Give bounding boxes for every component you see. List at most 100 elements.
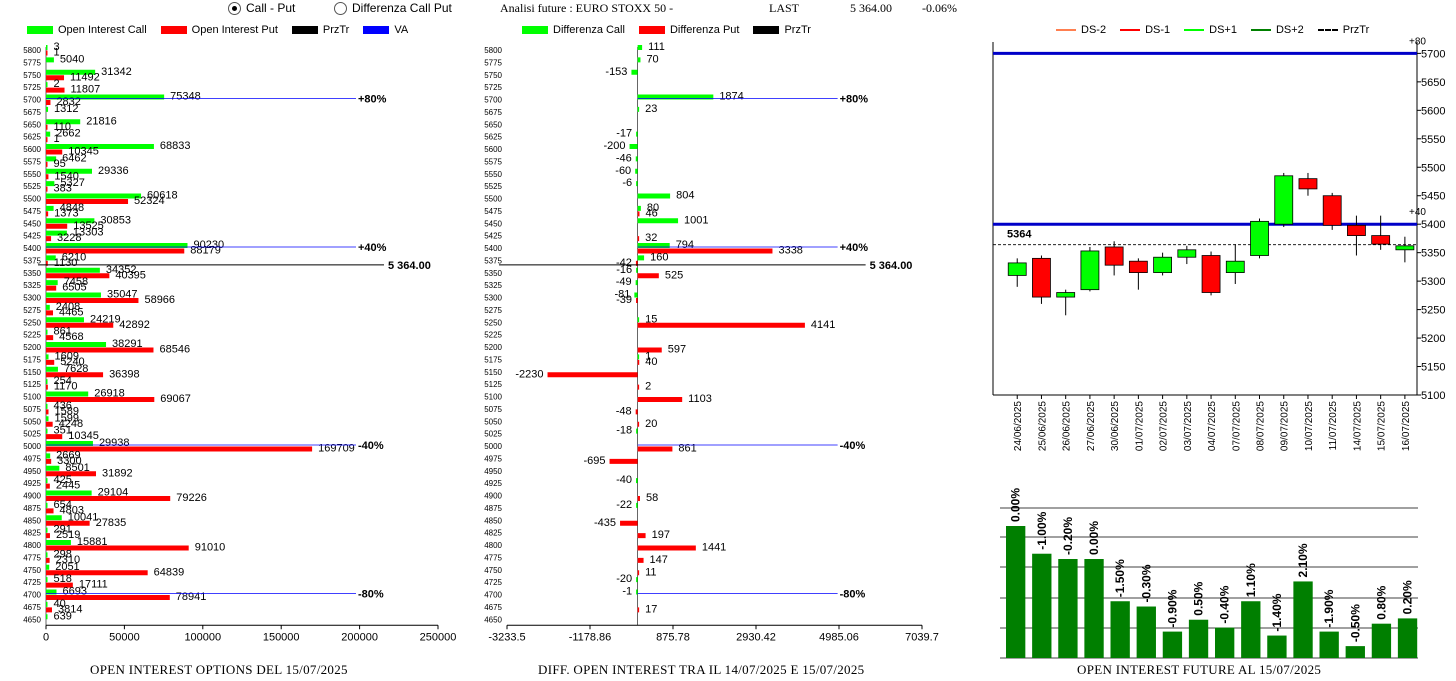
put-bar — [46, 434, 63, 440]
put-bar — [46, 446, 313, 452]
strike-label: 5000 — [23, 442, 41, 451]
strike-label: 5725 — [23, 83, 41, 92]
call-bar — [46, 354, 49, 360]
future-oi-bar — [1162, 631, 1183, 658]
legend-item: PrzTr — [1317, 24, 1369, 36]
put-bar — [637, 446, 673, 452]
bar-value-label: 2310 — [56, 554, 80, 566]
call-bar — [46, 416, 49, 422]
bar-value-label: 68833 — [160, 140, 191, 152]
bar-value-label: 15881 — [77, 536, 108, 548]
bar-value-label: 40395 — [115, 269, 146, 281]
strike-label: 5375 — [484, 256, 502, 265]
call-bar — [636, 267, 638, 273]
future-oi-label: -0.20% — [1061, 517, 1075, 555]
radio-call-put[interactable]: Call - Put — [228, 1, 295, 15]
put-bar — [637, 248, 773, 254]
call-bar — [46, 527, 48, 533]
bar-value-label: 425 — [54, 474, 72, 486]
date-label: 07/07/2025 — [1231, 401, 1242, 451]
strike-label: 5450 — [484, 219, 502, 228]
bar-value-label: 80 — [647, 202, 659, 214]
bar-value-label: -17 — [616, 128, 632, 140]
date-label: 08/07/2025 — [1256, 401, 1267, 451]
put-bar — [46, 248, 185, 254]
call-bar — [46, 366, 58, 372]
call-bar — [46, 329, 48, 335]
strike-label: 4775 — [484, 553, 502, 562]
bar-value-label: -60 — [615, 165, 631, 177]
x-tick-label: 0 — [43, 631, 49, 643]
legend-item: Open Interest Put — [160, 24, 278, 36]
bar-value-label: 597 — [668, 344, 686, 356]
put-bar — [46, 520, 90, 526]
bar-value-label: 111 — [648, 41, 665, 53]
call-bar — [637, 205, 641, 211]
legend-item: PrzTr — [291, 24, 349, 36]
put-bar — [46, 199, 129, 204]
call-bar — [46, 156, 57, 162]
bar-value-label: 7458 — [64, 276, 88, 288]
bar-value-label: 7628 — [64, 363, 88, 375]
future-oi-label: -0.90% — [1165, 589, 1179, 627]
put-bar — [46, 137, 48, 143]
radio-differenza[interactable]: Differenza Call Put — [334, 1, 452, 15]
date-label: 30/06/2025 — [1110, 401, 1121, 451]
strike-label: 5425 — [23, 232, 41, 241]
date-label: 24/06/2025 — [1013, 401, 1024, 451]
put-bar — [636, 298, 638, 303]
strike-label: 5200 — [484, 343, 502, 352]
put-bar — [46, 100, 51, 105]
future-oi-label: 0.00% — [1009, 488, 1023, 522]
put-bar — [46, 496, 171, 501]
radio-selected-icon — [228, 1, 241, 15]
call-bar — [46, 342, 107, 347]
x-tick-label: 875.78 — [656, 631, 690, 643]
put-bar — [46, 483, 50, 489]
put-bar — [46, 545, 189, 551]
date-label: 15/07/2025 — [1377, 401, 1388, 451]
prztr-label: 5 364.00 — [870, 260, 913, 272]
bar-value-label: 20 — [645, 418, 657, 430]
bar-value-label: -42 — [616, 257, 632, 269]
legend-label: DS+2 — [1275, 24, 1304, 36]
bar-value-label: 26918 — [94, 388, 125, 400]
bar-value-label: 40 — [645, 356, 657, 368]
strike-label: 5800 — [23, 46, 41, 55]
x-tick-label: 100000 — [184, 631, 221, 643]
put-bar — [46, 260, 48, 266]
strike-label: 4725 — [484, 578, 502, 587]
future-oi-bar — [1032, 553, 1052, 658]
strike-label: 4975 — [484, 454, 502, 463]
bar-value-label: 13303 — [73, 227, 104, 239]
legend-label: Differenza Call — [553, 24, 625, 36]
call-bar — [46, 379, 48, 385]
put-bar — [46, 174, 49, 180]
bar-value-label: 75348 — [170, 91, 201, 103]
candle-body — [1153, 256, 1172, 273]
call-bar — [46, 502, 48, 508]
put-bar — [46, 372, 104, 378]
bar-value-label: 64839 — [154, 566, 185, 578]
bar-value-label: 6693 — [62, 586, 86, 598]
strike-label: 5750 — [484, 71, 502, 80]
bar-value-label: 1441 — [702, 542, 726, 554]
call-bar — [637, 94, 714, 100]
candle-body — [1128, 260, 1148, 273]
call-bar — [46, 57, 54, 63]
call-bar — [636, 577, 638, 583]
put-bar — [46, 421, 53, 427]
strike-label: 5075 — [23, 405, 41, 414]
bar-value-label: 38291 — [112, 338, 143, 350]
call-bar — [631, 69, 638, 75]
future-oi-bar — [1110, 601, 1130, 658]
strike-label: 5575 — [484, 157, 502, 166]
bar-value-label: 254 — [54, 375, 72, 387]
candle-body — [1056, 292, 1076, 298]
strike-label: 4975 — [23, 454, 41, 463]
bar-value-label: 1609 — [55, 350, 79, 362]
strike-label: 5250 — [23, 318, 41, 327]
call-bar — [46, 453, 51, 459]
call-bar — [46, 131, 51, 137]
strike-label: 5700 — [484, 96, 502, 105]
